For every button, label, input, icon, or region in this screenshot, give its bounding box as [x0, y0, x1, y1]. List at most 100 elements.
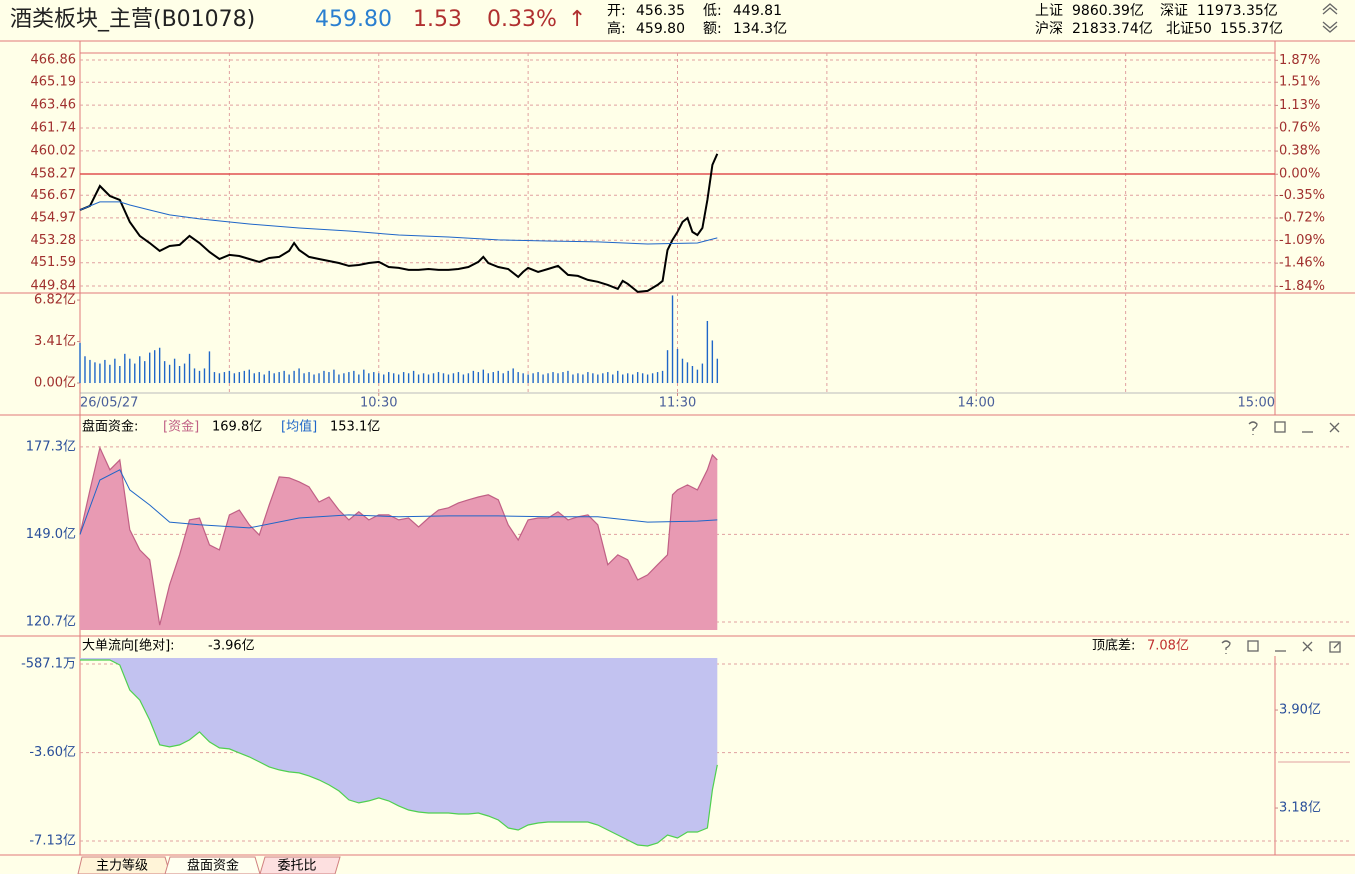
- volume-bar: [701, 363, 704, 384]
- help-button[interactable]: [1248, 421, 1258, 435]
- volume-bar: [343, 373, 345, 384]
- volume-bar: [537, 372, 539, 384]
- tab-label[interactable]: 盘面资金: [187, 858, 239, 874]
- volume-bar: [482, 369, 485, 384]
- volume-bar: [412, 370, 415, 384]
- volume-bar: [144, 361, 146, 384]
- volume-bar: [243, 370, 246, 384]
- volume-bar: [617, 370, 619, 384]
- y2-tick-label: -0.72%: [1279, 211, 1325, 226]
- index-name: 北证50: [1166, 21, 1212, 37]
- volume-bar: [407, 373, 410, 384]
- volume-bar: [447, 374, 450, 384]
- volume-bar: [129, 358, 131, 384]
- volume-bar: [333, 369, 335, 384]
- volume-bar: [711, 340, 714, 384]
- volume-bar: [592, 373, 594, 384]
- volume-bar: [104, 359, 106, 384]
- volume-bar: [139, 356, 141, 384]
- volume-bar: [602, 373, 604, 384]
- close-button[interactable]: [1302, 641, 1313, 652]
- scroll-buttons[interactable]: [1322, 3, 1338, 33]
- maximize-button[interactable]: [1274, 421, 1286, 433]
- x-tick-label: 11:30: [659, 396, 696, 411]
- tab[interactable]: [164, 856, 261, 874]
- tab[interactable]: [77, 856, 171, 874]
- y-tick-label: 120.7亿: [26, 614, 76, 629]
- y-tick-label: 0.00亿: [34, 376, 76, 391]
- legend-entry: [均值]: [281, 419, 317, 435]
- quote-label: 开:: [607, 3, 626, 19]
- volume-bar: [119, 365, 121, 384]
- close-button[interactable]: [1329, 422, 1340, 433]
- volume-bar: [233, 373, 236, 384]
- quote-value: 456.35: [636, 3, 685, 19]
- index-value: 11973.35亿: [1197, 3, 1278, 19]
- volume-bar: [328, 372, 330, 384]
- volume-bar: [442, 373, 445, 384]
- volume-bar: [109, 364, 111, 384]
- plots: 466.86 465.19 463.46 461.74 460.02 458.27 456.…: [21, 53, 1350, 848]
- y2-tick-label: 3.90亿: [1279, 703, 1321, 718]
- series-line: [79, 469, 718, 535]
- tab[interactable]: [259, 856, 341, 874]
- scroll-up[interactable]: [1322, 3, 1338, 15]
- volume-bar: [348, 372, 350, 384]
- volume-bar: [84, 356, 86, 384]
- volume-bar: [706, 320, 709, 384]
- panel-title: 盘面资金:: [82, 419, 138, 435]
- volume-bar: [373, 372, 375, 384]
- y-tick-label: 458.27: [31, 167, 77, 182]
- volume-bar: [188, 353, 191, 384]
- float-button[interactable]: [1329, 641, 1341, 653]
- volume-bar: [149, 352, 151, 384]
- quote-label: 高:: [607, 20, 626, 37]
- x-tick-label: 10:30: [360, 396, 397, 411]
- volume-bar: [557, 373, 559, 384]
- legend-value: 153.1亿: [330, 420, 380, 435]
- volume-bar: [567, 370, 569, 384]
- help-button[interactable]: [1221, 640, 1231, 654]
- index-name: 深证: [1160, 3, 1188, 19]
- volume-bar: [193, 368, 196, 384]
- volume-bar: [691, 365, 694, 384]
- y-tick-label: 461.74: [31, 121, 77, 136]
- volume-bar: [263, 374, 265, 384]
- volume-bar: [183, 363, 186, 384]
- volume-bar: [432, 373, 435, 384]
- volume-bar: [452, 373, 455, 384]
- y-tick-label: -3.60亿: [29, 745, 76, 760]
- volume-bar: [383, 374, 385, 384]
- maximize-button[interactable]: [1247, 640, 1259, 652]
- volume-bar: [313, 374, 315, 384]
- volume-bar: [646, 374, 649, 384]
- x-tick-label: 15:00: [1238, 396, 1275, 411]
- tab-label[interactable]: 主力等级: [96, 858, 148, 874]
- volume-bar: [622, 374, 624, 384]
- volume-bar: [158, 347, 161, 384]
- range-label: 顶底差:: [1092, 638, 1135, 654]
- panel-value: -3.96亿: [208, 639, 255, 654]
- tab-label[interactable]: 委托比: [277, 859, 316, 874]
- volume-bar: [477, 372, 480, 384]
- volume-bar: [392, 373, 395, 384]
- volume-bar: [198, 370, 201, 384]
- x-tick-label: 14:00: [958, 396, 995, 411]
- y2-tick-label: 0.76%: [1279, 120, 1320, 135]
- volume-bar: [716, 358, 719, 384]
- volume-bar: [497, 370, 499, 384]
- y2-tick-label: -1.84%: [1279, 279, 1325, 294]
- volume-bar: [666, 350, 669, 384]
- volume-bar: [213, 372, 216, 384]
- volume-bar: [203, 368, 206, 384]
- volume-bar: [681, 358, 684, 384]
- panel-buttons[interactable]: [1221, 421, 1341, 654]
- legend-entry: [资金]: [163, 419, 199, 435]
- volume-bar: [223, 372, 226, 384]
- volume-bar: [457, 372, 460, 384]
- scroll-down[interactable]: [1322, 21, 1338, 33]
- volume-bar: [686, 362, 689, 384]
- y-tick-label: 463.46: [31, 98, 77, 113]
- volume-bar: [99, 363, 101, 384]
- volume-bar: [627, 373, 629, 384]
